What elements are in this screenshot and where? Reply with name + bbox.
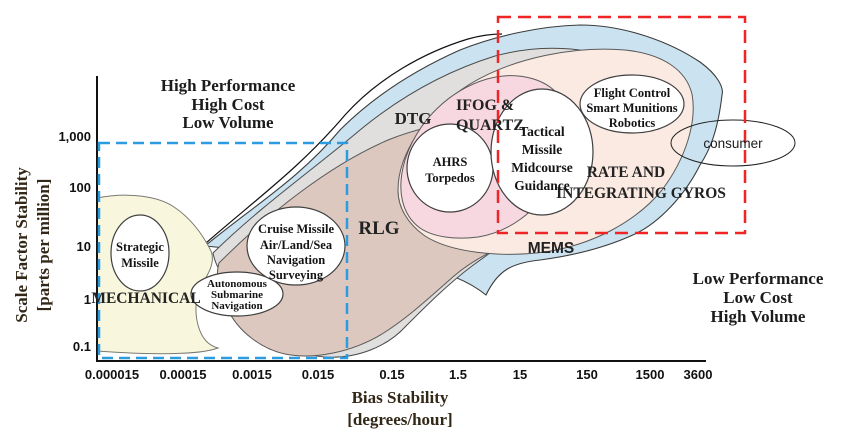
label-mems: MEMS: [528, 240, 575, 257]
low-performance-note-line3: High Volume: [711, 307, 806, 326]
label-flight-line1: Flight Control: [594, 86, 671, 100]
x-tick-3: 0.015: [302, 367, 335, 382]
label-flight-line2: Smart Munitions: [586, 101, 677, 115]
low-performance-zone-box: [496, 15, 747, 235]
y-tick-10: 10: [77, 239, 91, 254]
label-rlg: RLG: [358, 218, 399, 239]
region-mems-outline-accent: [205, 33, 503, 244]
label-rate-line2: INTEGRATING GYROS: [556, 185, 726, 202]
y-tick-1: 1: [84, 292, 91, 307]
x-tick-0: 0.000015: [85, 367, 139, 382]
y-tick-0p1: 0.1: [73, 339, 91, 354]
label-cruise-line1: Cruise Missile: [258, 222, 334, 236]
label-ifog-line2: QUARTZ: [456, 117, 524, 134]
x-tick-5: 1.5: [449, 367, 467, 382]
label-tactical-line3: Midcourse: [511, 160, 573, 175]
ellipse-cruise-missile: [246, 206, 346, 286]
label-cruise-line3: Navigation: [267, 253, 325, 267]
label-ifog-line1: IFOG &: [456, 97, 514, 114]
x-axis-title: Bias Stability: [352, 388, 449, 407]
label-strategic-line2: Missile: [121, 256, 159, 270]
label-consumer: consumer: [703, 136, 763, 151]
y-tick-1000: 1,000: [58, 129, 91, 144]
label-mechanical: MECHANICAL: [91, 290, 200, 307]
label-ahrs-line1: AHRS: [433, 155, 468, 169]
label-tactical-line1: Tactical: [519, 124, 564, 139]
high-performance-note-line1: High Performance: [161, 76, 296, 95]
label-ahrs-line2: Torpedos: [425, 171, 475, 185]
x-tick-1: 0.00015: [160, 367, 207, 382]
low-performance-note-line1: Low Performance: [693, 269, 824, 288]
x-tick-8: 1500: [636, 367, 665, 382]
low-performance-note-line2: Low Cost: [723, 288, 793, 307]
x-tick-2: 0.0015: [232, 367, 272, 382]
high-performance-zone-box: [97, 141, 349, 360]
label-autonomous-line2: Submarine: [211, 289, 263, 301]
label-tactical-line4: Guidance: [514, 178, 570, 193]
label-rate-line1: RATE AND: [587, 164, 666, 181]
label-autonomous-line3: Navigation: [211, 300, 262, 312]
x-tick-7: 150: [576, 367, 598, 382]
label-tactical-line2: Missile: [522, 142, 563, 157]
label-dtg: DTG: [395, 109, 432, 128]
high-performance-note-line2: High Cost: [191, 95, 265, 114]
label-cruise-line2: Air/Land/Sea: [260, 238, 333, 252]
label-strategic-line1: Strategic: [116, 240, 164, 254]
x-axis-unit: [degrees/hour]: [347, 410, 452, 429]
ellipse-flight-control: [579, 74, 685, 134]
y-axis-title: Scale Factor Stability: [12, 167, 31, 323]
ellipse-strategic-missile: [110, 214, 170, 292]
x-tick-9: 3600: [684, 367, 713, 382]
label-autonomous-line1: Autonomous: [207, 278, 268, 290]
label-cruise-line4: Surveying: [269, 268, 324, 282]
y-axis-unit: [parts per million]: [34, 179, 53, 312]
high-performance-note-line3: Low Volume: [182, 113, 274, 132]
x-tick-4: 0.15: [379, 367, 404, 382]
ellipse-tactical-missile: [490, 88, 594, 216]
ellipse-consumer: [670, 119, 796, 167]
label-flight-line3: Robotics: [609, 116, 656, 130]
y-tick-100: 100: [69, 180, 91, 195]
x-tick-6: 15: [513, 367, 527, 382]
ellipse-autonomous-submarine: [190, 271, 284, 317]
